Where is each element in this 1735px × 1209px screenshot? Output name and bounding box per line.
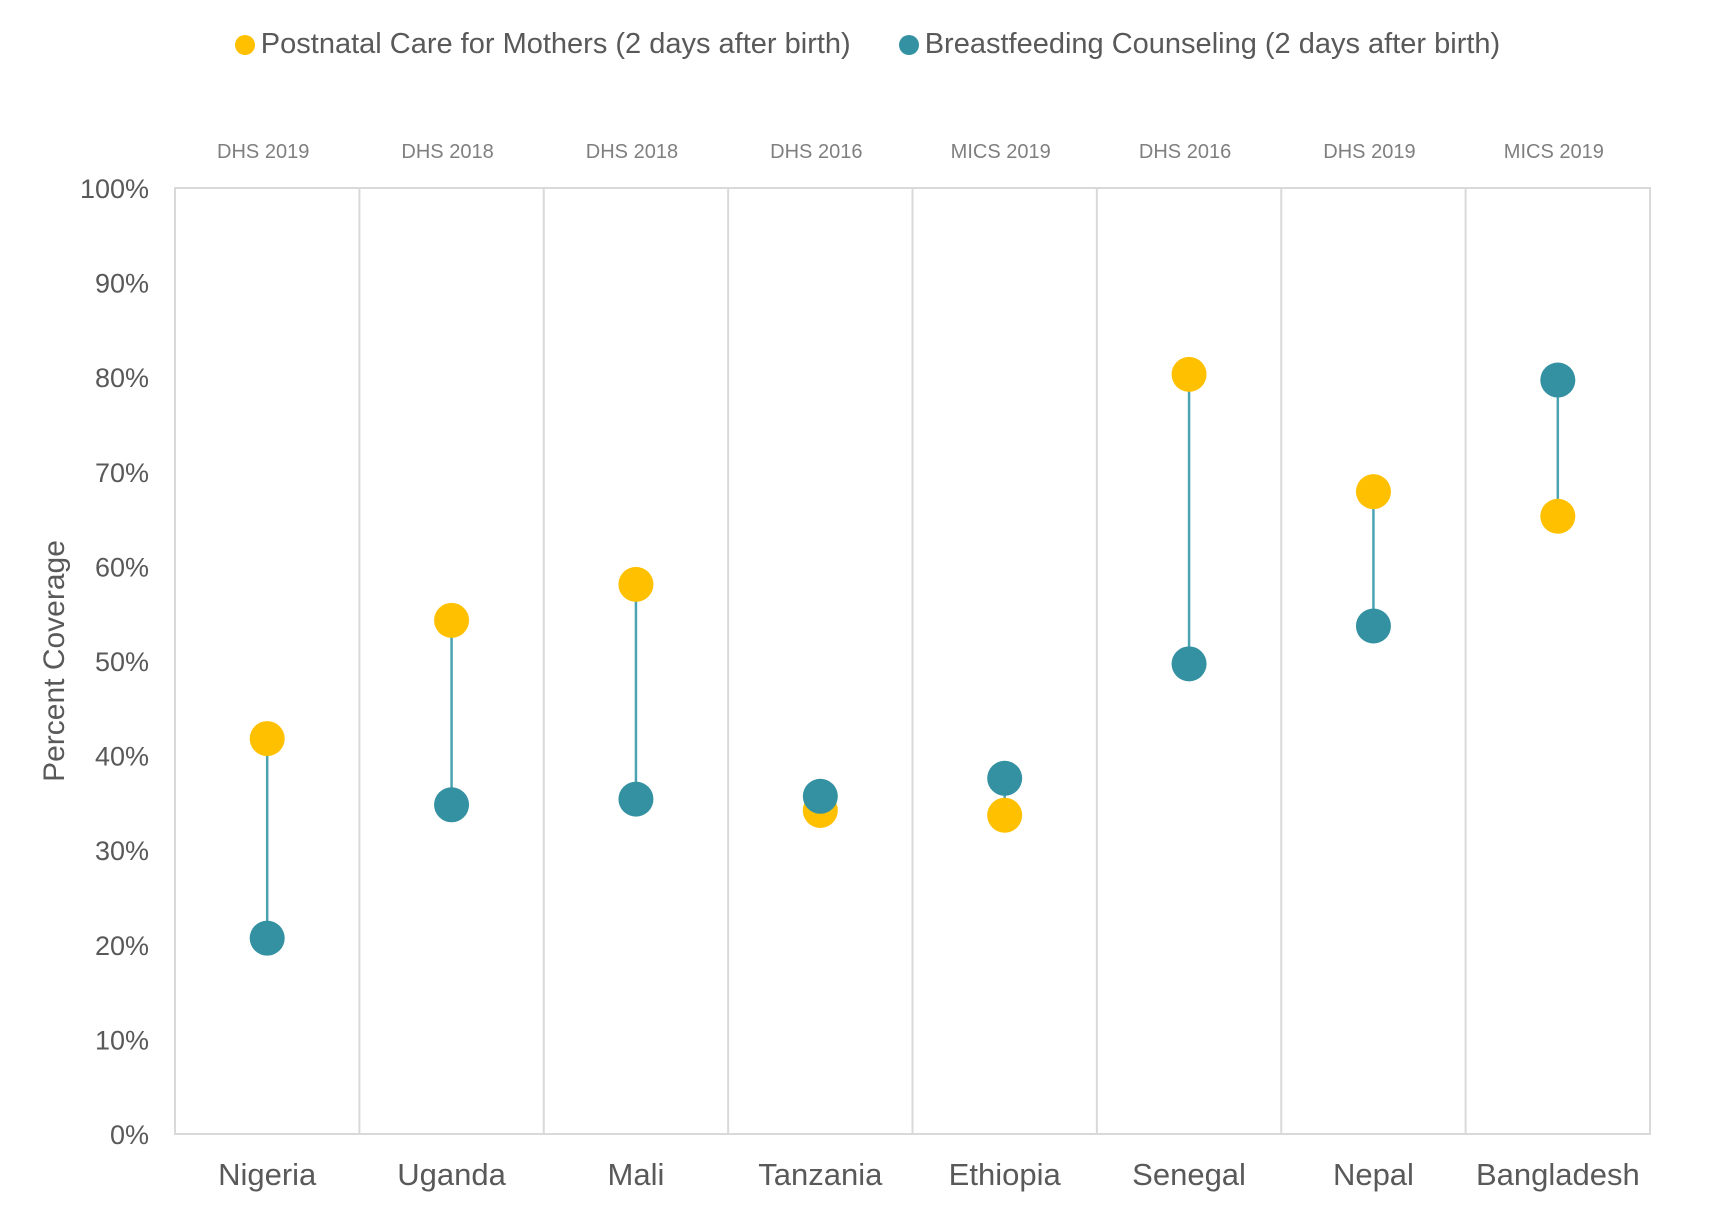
survey-label: DHS 2016 [1139, 141, 1231, 163]
point-postnatal-care [249, 721, 285, 757]
point-postnatal-care [987, 797, 1023, 833]
x-tick-label: Uganda [397, 1157, 506, 1192]
point-postnatal-care [1171, 356, 1207, 392]
y-tick-label: 50% [95, 647, 149, 677]
point-breastfeeding-counseling [1171, 646, 1207, 682]
legend-label-breastfeeding-counseling: Breastfeeding Counseling (2 days after b… [924, 28, 1501, 60]
point-breastfeeding-counseling [1540, 362, 1576, 398]
point-postnatal-care [1355, 474, 1391, 510]
plot-frame [174, 187, 1651, 1135]
point-breastfeeding-counseling [434, 787, 470, 823]
point-breastfeeding-counseling [1355, 608, 1391, 644]
survey-label: DHS 2018 [586, 141, 678, 163]
survey-label: DHS 2016 [770, 141, 862, 163]
data-points [249, 356, 1576, 956]
survey-label: DHS 2018 [401, 141, 493, 163]
y-tick-label: 80% [95, 363, 149, 393]
y-tick-label: 10% [95, 1025, 149, 1055]
y-tick-label: 90% [95, 269, 149, 299]
survey-labels: DHS 2019 DHS 2018 DHS 2018 DHS 2016 MICS 201… [217, 141, 1604, 163]
y-tick-label: 70% [95, 458, 149, 488]
point-postnatal-care [434, 602, 470, 638]
x-tick-label: Senegal [1132, 1157, 1246, 1192]
legend-swatch-postnatal-care [234, 34, 255, 55]
y-axis: 0% 10% 20% 30% 40% 50% 60% 70% 80% 90% 100% [80, 174, 149, 1150]
y-tick-label: 40% [95, 742, 149, 772]
x-tick-label: Tanzania [758, 1157, 883, 1192]
y-tick-label: 100% [80, 174, 149, 204]
survey-label: MICS 2019 [1504, 141, 1604, 163]
legend-item-postnatal-care: Postnatal Care for Mothers (2 days after… [234, 28, 851, 61]
y-tick-label: 20% [95, 931, 149, 961]
survey-label: DHS 2019 [1323, 141, 1415, 163]
y-tick-label: 0% [110, 1120, 149, 1150]
survey-label: MICS 2019 [951, 141, 1051, 163]
legend: Postnatal Care for Mothers (2 days after… [0, 28, 1735, 61]
point-breastfeeding-counseling [802, 778, 838, 814]
point-postnatal-care [1540, 498, 1576, 534]
y-tick-label: 30% [95, 836, 149, 866]
point-breastfeeding-counseling [249, 920, 285, 956]
legend-label-postnatal-care: Postnatal Care for Mothers (2 days after… [260, 28, 851, 60]
y-axis-label: Percent Coverage [38, 540, 71, 782]
legend-swatch-breastfeeding-counseling [898, 34, 919, 55]
x-tick-label: Ethiopia [949, 1157, 1062, 1192]
point-breastfeeding-counseling [618, 781, 654, 817]
x-tick-label: Mali [608, 1157, 665, 1192]
point-postnatal-care [618, 566, 654, 602]
x-tick-label: Nepal [1333, 1157, 1414, 1192]
survey-label: DHS 2019 [217, 141, 309, 163]
point-breastfeeding-counseling [987, 760, 1023, 796]
y-tick-label: 60% [95, 552, 149, 582]
x-axis: Nigeria Uganda Mali Tanzania Ethiopia Senegal… [218, 1157, 1640, 1192]
x-tick-label: Bangladesh [1476, 1157, 1640, 1192]
legend-item-breastfeeding-counseling: Breastfeeding Counseling (2 days after b… [898, 28, 1501, 61]
x-tick-label: Nigeria [218, 1157, 317, 1192]
